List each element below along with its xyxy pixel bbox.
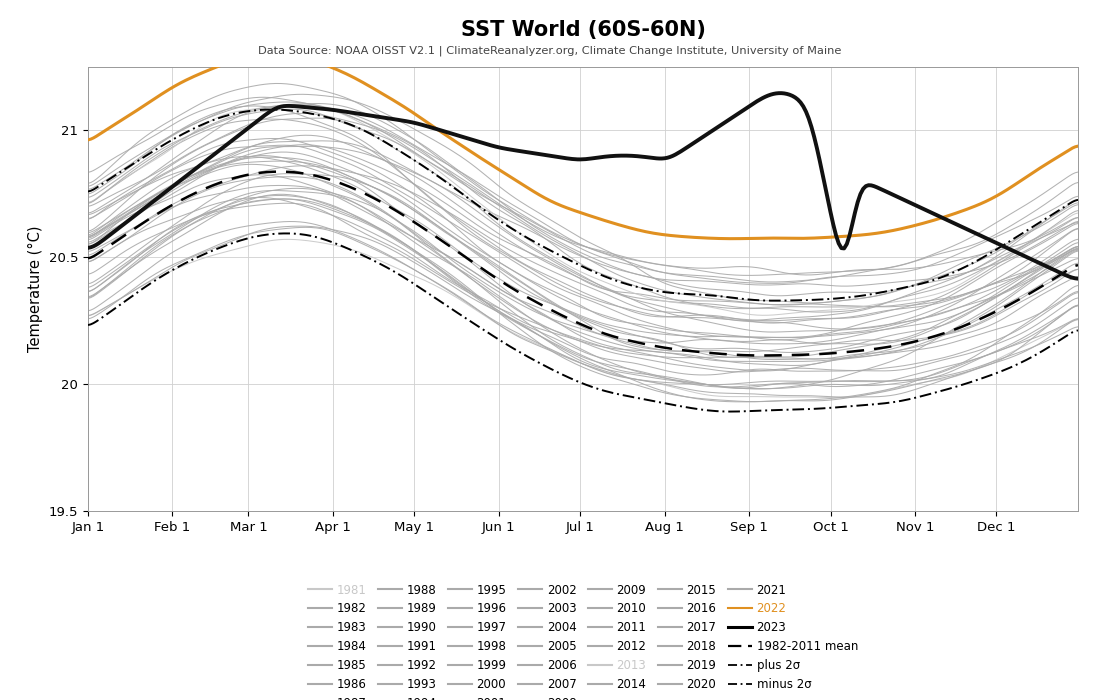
1982-2011 mean [81, 254, 95, 262]
+ plus 2σ [294, 108, 307, 116]
1982-2011 mean [272, 167, 285, 176]
+ plus 2σ [935, 273, 948, 281]
- minus 2σ [356, 251, 370, 260]
- minus 2σ [294, 230, 307, 238]
Legend: 1981, 1982, 1983, 1984, 1985, 1986, 1987, 1988, 1989, 1990, 1991, 1992, 1993, 19: 1981, 1982, 1983, 1984, 1985, 1986, 1987… [308, 584, 858, 700]
+ plus 2σ [1031, 220, 1044, 228]
Line: 1982-2011 mean: 1982-2011 mean [88, 172, 1078, 356]
Line: + plus 2σ: + plus 2σ [88, 110, 1078, 301]
1982-2011 mean [484, 270, 497, 279]
1982-2011 mean [1031, 285, 1044, 293]
+ plus 2σ [770, 297, 783, 305]
- minus 2σ [935, 386, 948, 395]
+ plus 2σ [356, 126, 370, 134]
1982-2011 mean [756, 351, 769, 360]
- minus 2σ [484, 330, 497, 339]
+ plus 2σ [266, 106, 279, 114]
- minus 2σ [478, 327, 492, 335]
Title: SST World (60S-60N): SST World (60S-60N) [461, 20, 705, 40]
+ plus 2σ [478, 206, 492, 215]
- minus 2σ [81, 321, 95, 329]
1982-2011 mean [478, 267, 492, 275]
+ plus 2σ [1071, 195, 1085, 204]
1982-2011 mean [1071, 261, 1085, 270]
- minus 2σ [279, 229, 293, 237]
- minus 2σ [724, 407, 737, 416]
1982-2011 mean [294, 169, 307, 177]
- minus 2σ [1071, 326, 1085, 335]
+ plus 2σ [81, 188, 95, 196]
- minus 2σ [1031, 350, 1044, 358]
1982-2011 mean [935, 330, 948, 338]
+ plus 2σ [484, 210, 497, 218]
1982-2011 mean [356, 188, 370, 197]
Text: Data Source: NOAA OISST V2.1 | ClimateReanalyzer.org, Climate Change Institute, : Data Source: NOAA OISST V2.1 | ClimateRe… [258, 46, 842, 57]
Y-axis label: Temperature (°C): Temperature (°C) [29, 225, 43, 352]
Line: - minus 2σ: - minus 2σ [88, 233, 1078, 412]
